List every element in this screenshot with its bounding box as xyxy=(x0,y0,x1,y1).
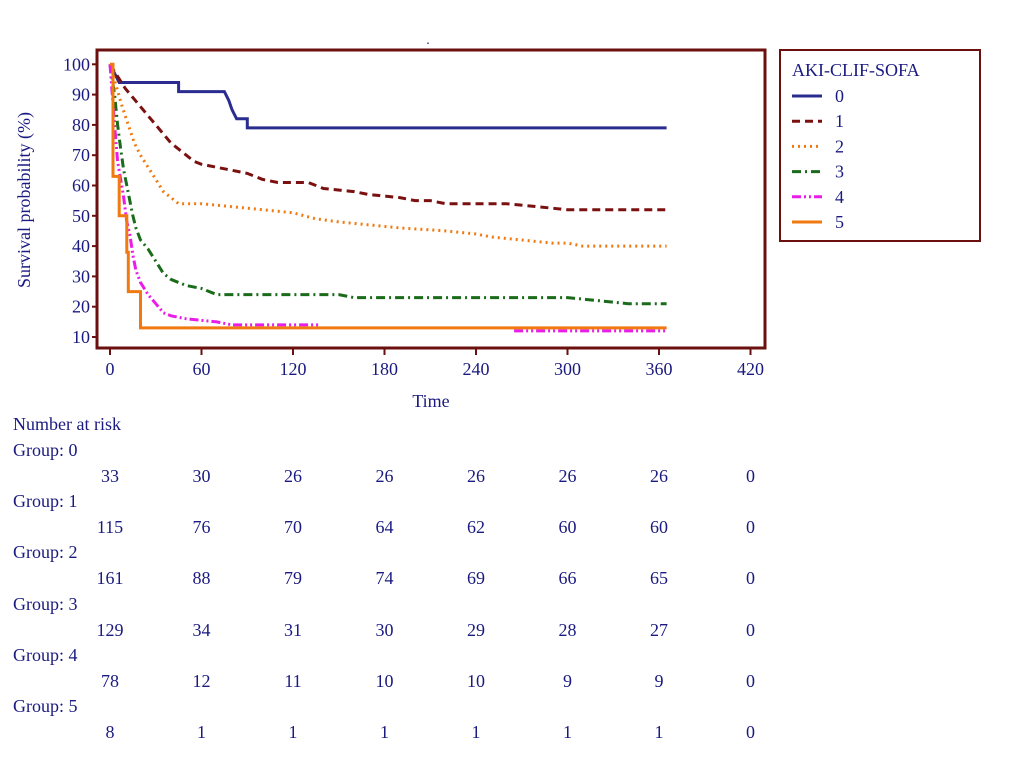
risk-cell: 115 xyxy=(96,517,124,538)
x-tick-label: 360 xyxy=(646,359,673,379)
series-line-1 xyxy=(108,63,667,212)
risk-group-label: Group: 0 xyxy=(13,440,78,460)
plot-frame xyxy=(95,48,767,350)
risk-cell: 30 xyxy=(375,619,394,640)
risk-cell: 74 xyxy=(375,568,394,589)
risk-cell: 76 xyxy=(192,517,211,538)
risk-cell: 65 xyxy=(650,568,668,589)
risk-cell: 1 xyxy=(471,722,481,742)
y-tick-label: 60 xyxy=(72,176,90,196)
y-tick-label: 80 xyxy=(72,115,90,135)
risk-cell: 129 xyxy=(96,619,124,640)
risk-cell: 0 xyxy=(746,466,755,486)
x-tick-label: 240 xyxy=(463,359,490,379)
risk-cell: 27 xyxy=(650,619,668,640)
series-line-3 xyxy=(108,64,667,306)
y-tick-label: 10 xyxy=(72,327,90,347)
risk-cell: 26 xyxy=(650,466,668,486)
risk-cell: 10 xyxy=(467,670,485,691)
y-tick-label: 70 xyxy=(72,145,90,165)
x-tick-label: 60 xyxy=(193,359,211,379)
risk-cell: 62 xyxy=(467,517,485,538)
risk-group-label: Group: 5 xyxy=(13,696,78,716)
legend-title: AKI-CLIF-SOFA xyxy=(792,60,920,80)
risk-cell: 69 xyxy=(467,568,485,589)
risk-cell: 1 xyxy=(288,722,298,742)
risk-cell: 26 xyxy=(558,466,577,486)
legend-entries: 0 1 2 3 4 5 xyxy=(792,86,844,232)
x-tick-label: 120 xyxy=(280,359,307,379)
risk-group-label: Group: 1 xyxy=(13,491,78,512)
x-ticks: 0 60 120 180 240 300 360 420 xyxy=(106,348,764,379)
risk-cell: 26 xyxy=(284,466,302,486)
risk-cell: 0 xyxy=(746,517,755,538)
y-tick-label: 30 xyxy=(72,266,90,286)
risk-cell: 161 xyxy=(96,568,124,589)
risk-cell: 34 xyxy=(192,619,211,640)
risk-cell: 9 xyxy=(654,670,664,691)
risk-cell: 1 xyxy=(654,722,664,742)
risk-group-label: Group: 2 xyxy=(13,542,78,563)
series-layer xyxy=(108,62,667,333)
risk-cell: 10 xyxy=(375,670,394,691)
legend-label-4: 4 xyxy=(835,187,844,207)
legend-label-1: 1 xyxy=(835,111,844,131)
risk-cell: 33 xyxy=(101,466,119,486)
y-tick-label: 50 xyxy=(72,206,90,226)
chart-title: . xyxy=(426,33,430,48)
risk-cell: 26 xyxy=(467,466,485,486)
risk-cell: 79 xyxy=(284,568,302,589)
series-line-2 xyxy=(108,63,667,248)
y-axis-label: Survival probability (%) xyxy=(14,112,35,288)
y-tick-label: 90 xyxy=(72,85,90,105)
legend-label-0: 0 xyxy=(835,86,844,106)
x-tick-label: 0 xyxy=(106,359,115,379)
risk-cell: 31 xyxy=(284,619,302,640)
legend-label-5: 5 xyxy=(835,212,844,232)
risk-cell: 78 xyxy=(101,670,119,691)
risk-cell: 29 xyxy=(467,619,485,640)
y-ticks: 10 20 30 40 50 60 70 80 90 100 xyxy=(63,54,97,347)
risk-cell: 28 xyxy=(558,619,577,640)
legend-box xyxy=(779,49,981,242)
x-axis-label: Time xyxy=(412,391,449,410)
series-line-0 xyxy=(108,63,667,130)
risk-group-label: Group: 3 xyxy=(13,593,78,614)
risk-cell: 8 xyxy=(105,722,115,742)
legend-label-3: 3 xyxy=(835,162,844,182)
risk-cell: 64 xyxy=(375,517,394,538)
risk-cell: 0 xyxy=(746,722,755,742)
risk-cell: 1 xyxy=(380,722,389,742)
legend: AKI-CLIF-SOFA 0 1 2 3 4 5 xyxy=(779,49,981,242)
risk-cell: 30 xyxy=(192,466,211,486)
x-tick-label: 180 xyxy=(371,359,398,379)
risk-table-title: Number at risk xyxy=(13,414,121,434)
y-tick-label: 100 xyxy=(63,54,90,74)
y-tick-label: 20 xyxy=(72,297,90,317)
risk-cell: 1 xyxy=(563,722,572,742)
risk-cell: 60 xyxy=(558,517,577,538)
series-line-5 xyxy=(110,62,667,330)
y-tick-label: 40 xyxy=(72,236,90,256)
risk-group-label: Group: 4 xyxy=(13,644,78,665)
risk-cell: 0 xyxy=(746,670,755,691)
risk-cell: 12 xyxy=(192,670,211,691)
risk-cell: 9 xyxy=(563,670,572,691)
risk-cell: 70 xyxy=(284,517,302,538)
x-tick-label: 300 xyxy=(554,359,581,379)
x-tick-label: 420 xyxy=(737,359,764,379)
risk-cell: 11 xyxy=(284,670,302,691)
risk-cell: 66 xyxy=(558,568,577,589)
legend-label-2: 2 xyxy=(835,136,844,156)
risk-cell: 0 xyxy=(746,568,755,589)
risk-cell: 0 xyxy=(746,619,755,640)
risk-cell: 26 xyxy=(375,466,394,486)
risk-cell: 1 xyxy=(197,722,206,742)
risk-cell: 88 xyxy=(192,568,211,589)
risk-cell: 60 xyxy=(650,517,668,538)
